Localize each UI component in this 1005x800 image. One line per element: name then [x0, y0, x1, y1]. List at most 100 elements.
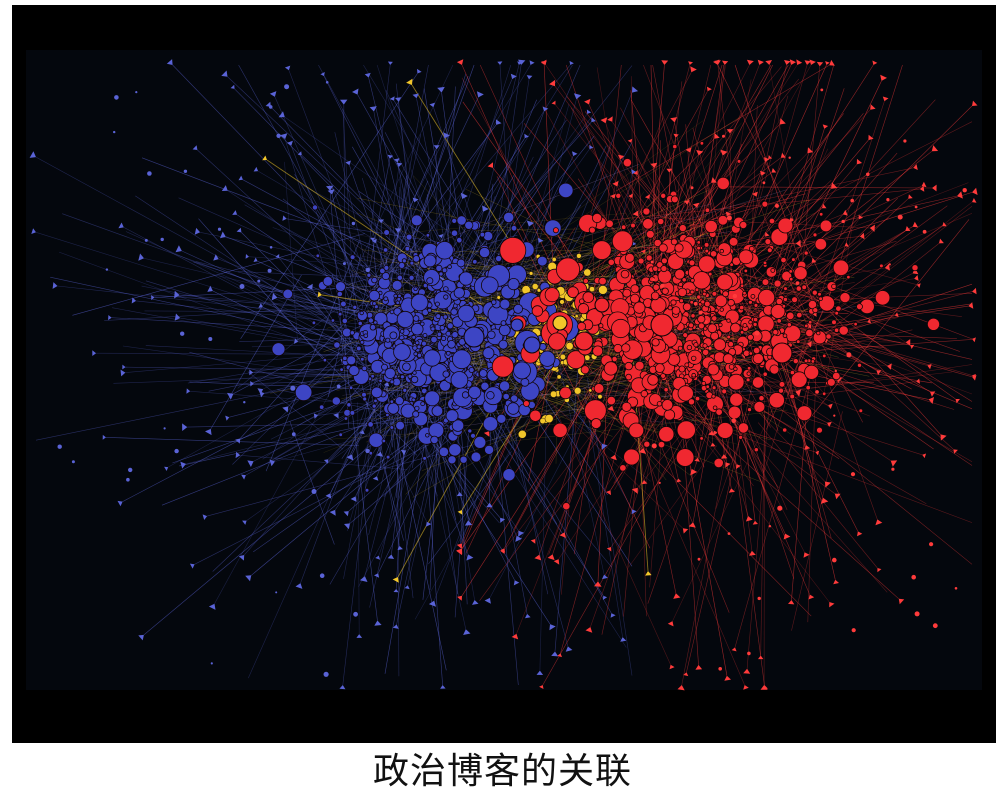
red-cluster-terminal-node	[685, 147, 692, 153]
red-cluster-edge	[462, 101, 585, 274]
red-cluster-node	[718, 322, 723, 328]
bridge-node	[574, 387, 582, 395]
political-blog-network-graph	[26, 50, 982, 691]
red-cluster-terminal-node	[876, 370, 882, 376]
peripheral-node	[718, 667, 722, 671]
red-cluster-edge	[660, 81, 683, 265]
red-cluster-terminal-node	[972, 198, 977, 203]
blue-cluster-terminal-node	[400, 449, 407, 456]
bridge-node	[560, 354, 566, 360]
red-cluster-node	[796, 405, 813, 422]
red-cluster-node	[783, 324, 802, 343]
blue-cluster-node	[389, 425, 395, 430]
red-cluster-node	[722, 290, 729, 298]
red-cluster-node	[927, 317, 941, 331]
red-cluster-edge	[877, 291, 973, 317]
blue-cluster-edge	[237, 291, 358, 389]
blue-cluster-edge	[122, 345, 351, 378]
blue-cluster-edge	[154, 284, 397, 298]
red-cluster-terminal-node	[713, 430, 719, 436]
blue-cluster-terminal-node	[245, 254, 249, 259]
network-figure	[12, 5, 996, 743]
red-cluster-node	[672, 144, 678, 150]
peripheral-node	[291, 432, 296, 437]
peripheral-node	[174, 448, 179, 454]
blue-cluster-terminal-node	[513, 580, 520, 586]
blue-cluster-terminal-node	[359, 430, 365, 435]
red-cluster-node	[677, 345, 683, 351]
cross-cluster-edge	[421, 203, 713, 278]
blue-cluster-terminal-node	[138, 634, 144, 641]
red-cluster-node	[738, 434, 743, 440]
red-cluster-edge	[757, 422, 878, 569]
peripheral-node	[768, 525, 772, 528]
red-cluster-node	[707, 323, 718, 334]
red-cluster-terminal-node	[912, 221, 919, 228]
blue-cluster-node	[411, 323, 424, 336]
blue-cluster-terminal-node	[241, 474, 246, 480]
red-cluster-terminal-node	[833, 579, 839, 585]
red-cluster-node	[814, 237, 828, 251]
blue-cluster-edge	[407, 348, 461, 586]
red-cluster-terminal-node	[789, 59, 796, 65]
blue-cluster-node	[413, 286, 418, 291]
blue-cluster-node	[389, 379, 395, 385]
red-cluster-node	[782, 427, 788, 433]
blue-cluster-edge	[239, 234, 425, 439]
blue-cluster-node	[402, 387, 408, 393]
blue-cluster-edge	[196, 261, 426, 320]
red-cluster-node	[808, 320, 813, 325]
red-cluster-node	[738, 249, 754, 265]
red-cluster-node	[762, 371, 768, 377]
red-cluster-edge	[710, 297, 973, 395]
blue-cluster-terminal-node	[464, 520, 473, 526]
red-cluster-node	[737, 422, 750, 434]
red-cluster-edge	[756, 389, 973, 565]
red-cluster-node	[761, 200, 769, 208]
red-cluster-terminal-node	[880, 74, 887, 81]
blue-cluster-node	[335, 281, 346, 293]
red-cluster-node	[746, 371, 751, 376]
red-cluster-terminal-node	[731, 647, 737, 652]
peripheral-node	[284, 84, 290, 90]
red-cluster-node	[658, 426, 675, 443]
blue-cluster-edge	[494, 415, 519, 686]
red-cluster-edge	[573, 90, 708, 332]
red-cluster-node	[733, 366, 738, 372]
red-cluster-edge	[773, 88, 845, 299]
red-cluster-terminal-node	[628, 193, 633, 198]
blue-cluster-node	[536, 255, 548, 267]
red-cluster-node	[704, 219, 718, 234]
blue-cluster-terminal-node	[250, 381, 254, 387]
peripheral-node	[954, 587, 958, 590]
red-cluster-node	[811, 289, 818, 296]
red-cluster-node	[652, 283, 660, 291]
peripheral-node	[351, 221, 356, 226]
red-cluster-node	[753, 447, 759, 453]
bridge-terminal-node	[392, 577, 399, 583]
blue-cluster-terminal-node	[208, 603, 216, 610]
red-cluster-node	[716, 273, 733, 291]
blue-cluster-terminal-node	[389, 96, 395, 101]
blue-cluster-node	[491, 299, 497, 305]
peripheral-node	[342, 262, 346, 266]
peripheral-node	[210, 662, 213, 665]
red-cluster-terminal-node	[942, 222, 947, 227]
blue-cluster-node	[357, 320, 363, 326]
blue-cluster-edge	[210, 274, 302, 430]
red-cluster-node	[727, 405, 742, 420]
red-cluster-node	[757, 315, 775, 333]
red-cluster-edge	[734, 113, 864, 272]
red-cluster-node	[748, 245, 755, 252]
red-cluster-terminal-node	[921, 181, 927, 188]
blue-cluster-node	[447, 339, 456, 349]
blue-cluster-edge	[436, 64, 573, 284]
red-cluster-edge	[615, 65, 830, 192]
blue-cluster-node	[311, 204, 318, 211]
red-cluster-terminal-node	[553, 559, 560, 565]
blue-cluster-node	[381, 271, 390, 281]
blue-cluster-terminal-node	[510, 73, 517, 80]
red-cluster-node	[805, 384, 811, 391]
red-cluster-terminal-node	[714, 60, 721, 65]
red-cluster-node	[634, 360, 645, 371]
